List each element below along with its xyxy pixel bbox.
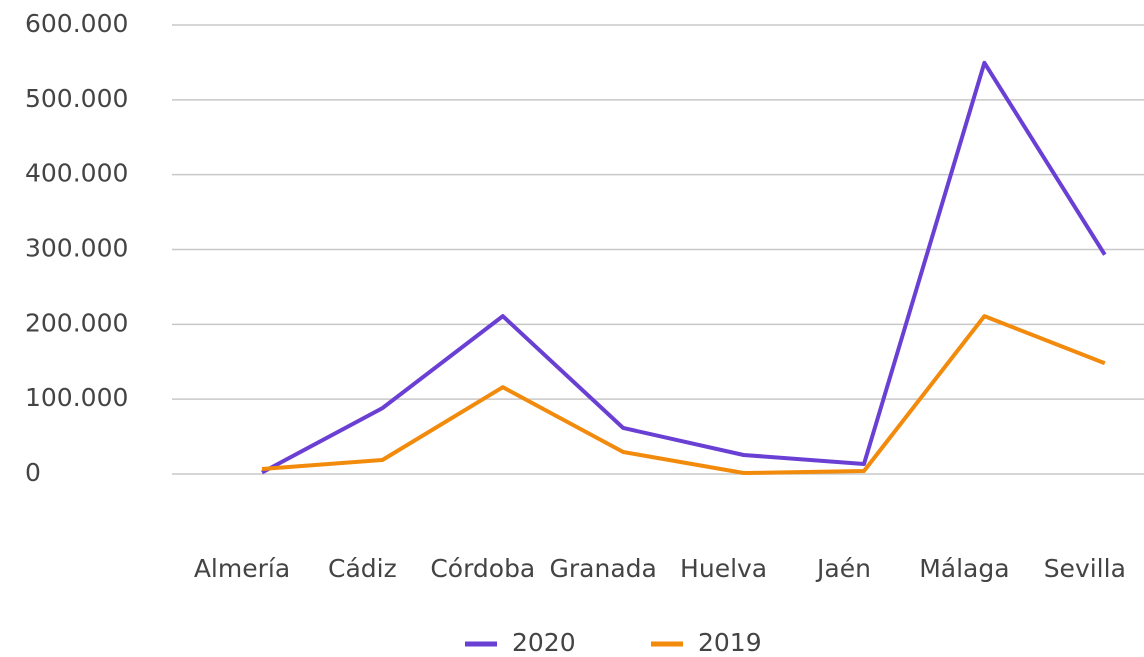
legend-label: 2020 [512, 628, 576, 657]
y-tick-label: 300.000 [25, 234, 128, 263]
y-tick-label: 500.000 [25, 84, 128, 113]
legend-label: 2019 [698, 628, 762, 657]
y-tick-label: 100.000 [25, 383, 128, 412]
x-tick-label: Huelva [680, 554, 767, 583]
x-tick-label: Almería [194, 554, 290, 583]
x-tick-label: Córdoba [430, 554, 535, 583]
x-tick-label: Cádiz [328, 554, 397, 583]
x-tick-label: Jaén [815, 554, 871, 583]
x-tick-label: Sevilla [1044, 554, 1126, 583]
y-tick-label: 600.000 [25, 9, 128, 38]
y-tick-label: 400.000 [25, 159, 128, 188]
y-tick-label: 0 [25, 458, 41, 487]
line-series [261, 60, 1107, 475]
x-tick-label: Granada [550, 554, 657, 583]
y-tick-label: 200.000 [25, 308, 128, 337]
x-tick-label: Málaga [919, 554, 1009, 583]
line-series [261, 314, 1106, 476]
